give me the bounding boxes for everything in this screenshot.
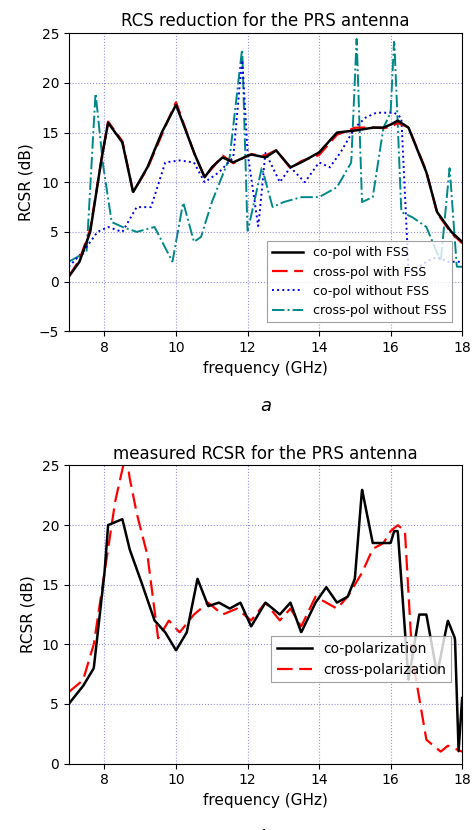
cross-pol with FSS (337, 130, 342, 140)
co-pol with FSS (373, 123, 379, 133)
co-pol without FSS (106, 222, 112, 232)
cross-pol with FSS (225, 154, 231, 164)
co-polarization (239, 601, 245, 611)
cross-pol with FSS (380, 124, 386, 134)
cross-polarization (459, 747, 465, 757)
co-pol with FSS (337, 127, 342, 137)
cross-polarization (123, 449, 128, 459)
Line: cross-pol with FSS: cross-pol with FSS (69, 104, 462, 276)
co-pol with FSS (106, 119, 112, 129)
cross-pol without FSS (454, 261, 460, 271)
cross-pol without FSS (336, 179, 342, 189)
cross-pol with FSS (459, 235, 465, 245)
co-pol with FSS (239, 154, 245, 164)
co-pol without FSS (459, 256, 465, 266)
cross-pol with FSS (66, 271, 72, 281)
Line: co-pol without FSS: co-pol without FSS (69, 60, 462, 271)
cross-polarization (337, 601, 342, 611)
cross-pol with FSS (373, 124, 379, 134)
co-pol without FSS (66, 261, 72, 271)
Y-axis label: RCSR (dB): RCSR (dB) (21, 576, 36, 653)
co-polarization (459, 693, 465, 703)
cross-polarization (225, 608, 231, 618)
co-polarization (106, 520, 112, 530)
co-pol without FSS (373, 108, 379, 118)
co-polarization (380, 538, 386, 548)
co-polarization (225, 603, 231, 613)
cross-pol without FSS (66, 256, 72, 266)
co-pol with FSS (173, 100, 179, 110)
co-pol with FSS (225, 155, 231, 165)
cross-polarization (106, 539, 112, 549)
Line: cross-polarization: cross-polarization (69, 454, 462, 752)
co-pol without FSS (380, 108, 386, 118)
cross-pol without FSS (225, 157, 231, 167)
cross-polarization (380, 539, 386, 549)
co-pol without FSS (239, 55, 245, 65)
co-pol with FSS (66, 271, 72, 281)
cross-polarization (373, 542, 379, 552)
co-polarization (336, 597, 342, 607)
co-pol with FSS (459, 237, 465, 247)
Legend: co-polarization, cross-polarization: co-polarization, cross-polarization (272, 636, 451, 682)
cross-pol without FSS (373, 172, 379, 182)
co-polarization (66, 699, 72, 709)
Text: a: a (260, 397, 271, 415)
co-pol without FSS (406, 266, 411, 276)
Line: co-polarization: co-polarization (69, 490, 462, 751)
co-pol with FSS (380, 123, 386, 133)
X-axis label: frequency (GHz): frequency (GHz) (203, 793, 328, 808)
Legend: co-pol with FSS, cross-pol with FSS, co-pol without FSS, cross-pol without FSS: co-pol with FSS, cross-pol with FSS, co-… (267, 242, 452, 322)
cross-pol without FSS (380, 125, 386, 135)
co-polarization (359, 485, 365, 495)
cross-pol with FSS (173, 99, 179, 109)
cross-pol with FSS (239, 154, 245, 164)
cross-pol with FSS (106, 122, 112, 132)
Y-axis label: RCSR (dB): RCSR (dB) (18, 144, 33, 221)
Title: measured RCSR for the PRS antenna: measured RCSR for the PRS antenna (113, 445, 418, 462)
cross-pol without FSS (354, 34, 359, 44)
co-pol without FSS (337, 149, 342, 159)
cross-pol without FSS (106, 198, 112, 208)
co-polarization (456, 746, 462, 756)
co-pol without FSS (239, 56, 245, 66)
cross-pol without FSS (459, 261, 465, 271)
cross-pol without FSS (239, 45, 245, 55)
Title: RCS reduction for the PRS antenna: RCS reduction for the PRS antenna (121, 12, 410, 30)
co-polarization (373, 538, 379, 548)
co-pol without FSS (225, 158, 231, 168)
cross-polarization (239, 608, 245, 618)
Line: cross-pol without FSS: cross-pol without FSS (69, 39, 462, 266)
X-axis label: frequency (GHz): frequency (GHz) (203, 360, 328, 376)
cross-polarization (66, 687, 72, 697)
Line: co-pol with FSS: co-pol with FSS (69, 105, 462, 276)
